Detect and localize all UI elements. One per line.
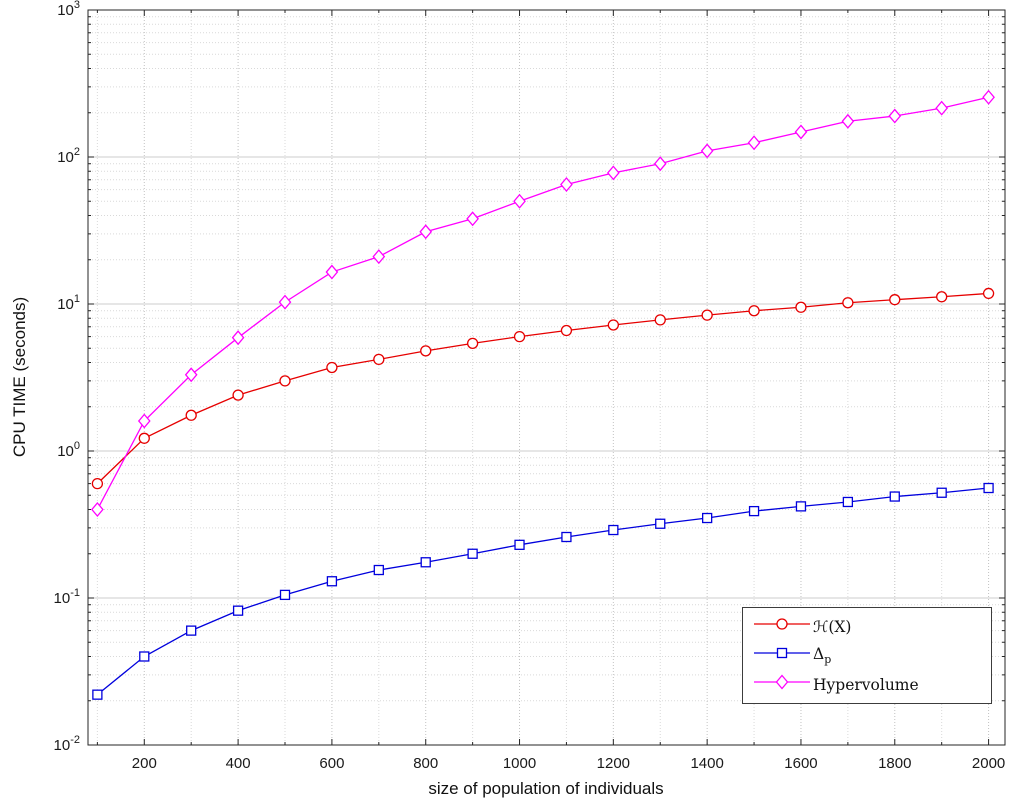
x-tick-label: 1800 (878, 755, 911, 772)
data-point (935, 100, 949, 116)
legend-label: ℋ(X) (813, 617, 852, 636)
data-point (702, 512, 713, 524)
data-point (655, 518, 666, 529)
data-point (795, 301, 807, 313)
data-point (279, 375, 291, 387)
data-point (608, 524, 619, 536)
data-point (701, 309, 713, 321)
data-point (372, 249, 386, 265)
plot-box (87, 9, 1006, 746)
data-point (325, 264, 339, 280)
data-point (326, 361, 338, 374)
series-circle (91, 287, 995, 490)
data-point (373, 353, 385, 366)
data-point (561, 531, 572, 543)
x-tick-label: 200 (132, 755, 157, 772)
data-point (842, 297, 854, 309)
data-point (232, 605, 244, 616)
y-tick-label: 101 (57, 293, 80, 313)
data-point (419, 224, 433, 240)
data-point (560, 176, 573, 193)
x-axis-label: size of population of individuals (428, 779, 664, 798)
data-point (982, 287, 995, 300)
legend-item-0: ℋ(X) (751, 612, 991, 641)
x-tick-labels: 200 400 600 800 1000 1200 1400 1600 1800 2000 (132, 755, 1005, 772)
data-point (513, 330, 526, 343)
x-tick-label: 1600 (784, 755, 817, 772)
legend-label: Δp (813, 644, 832, 667)
data-point (279, 589, 291, 601)
y-tick-labels: 10-2 10-1 100 101 102 103 (54, 0, 80, 754)
data-point (420, 345, 432, 357)
data-point (373, 564, 384, 576)
data-point (606, 165, 620, 181)
legend-item-2: Hypervolume (751, 670, 991, 699)
data-point (936, 291, 948, 303)
legend-sample-diamond-icon (751, 671, 813, 698)
legend-sample-circle-icon (751, 613, 813, 640)
data-point (983, 482, 994, 494)
data-point (514, 539, 525, 550)
data-point (936, 487, 947, 498)
data-point (795, 501, 807, 512)
data-point (560, 324, 573, 337)
data-point (278, 294, 292, 310)
data-point (91, 477, 104, 490)
y-tick-label: 10-1 (54, 587, 80, 607)
data-point (700, 143, 714, 159)
data-point (889, 491, 900, 502)
data-point (185, 409, 197, 421)
data-point (888, 108, 902, 124)
y-axis-label: CPU TIME (seconds) (10, 296, 29, 458)
x-tick-label: 1400 (690, 755, 723, 772)
y-tick-label: 102 (57, 146, 80, 166)
data-point (794, 124, 808, 140)
data-point (420, 557, 431, 568)
legend-sample-square-icon (751, 642, 813, 669)
y-tick-label: 103 (57, 0, 80, 19)
x-tick-label: 1000 (503, 755, 536, 772)
y-tick-label: 100 (57, 440, 80, 460)
data-point (137, 413, 151, 429)
data-point (184, 367, 198, 383)
data-point (91, 501, 104, 518)
x-tick-label: 1200 (597, 755, 630, 772)
x-tick-label: 400 (226, 755, 251, 772)
data-point (186, 625, 197, 636)
data-point (841, 113, 855, 129)
x-tick-label: 600 (319, 755, 344, 772)
data-point (653, 156, 667, 172)
x-tick-label: 800 (413, 755, 438, 772)
y-tick-label: 10-2 (54, 734, 80, 754)
data-point (326, 576, 338, 587)
series-square (92, 482, 994, 700)
data-point (231, 330, 245, 346)
data-point (982, 89, 995, 105)
data-point (889, 294, 901, 306)
data-point (92, 689, 103, 700)
data-point (139, 651, 150, 662)
data-point (607, 319, 619, 331)
data-point (138, 432, 150, 444)
data-point (748, 305, 760, 317)
data-point (513, 193, 526, 209)
data-point (654, 314, 666, 326)
data-point (467, 548, 478, 559)
series-diamond (91, 89, 995, 518)
data-point (748, 505, 760, 517)
x-tick-label: 2000 (972, 755, 1005, 772)
data-point (232, 389, 244, 401)
data-point (466, 211, 479, 227)
data-point (747, 135, 761, 151)
data-point (842, 496, 854, 508)
major-grid (89, 11, 1004, 744)
legend-item-1: Δp (751, 641, 991, 670)
legend-label: Hypervolume (813, 675, 919, 694)
axis-ticks (88, 9, 1005, 746)
legend: ℋ(X) Δp Hypervolume (742, 607, 992, 704)
data-point (466, 337, 479, 349)
